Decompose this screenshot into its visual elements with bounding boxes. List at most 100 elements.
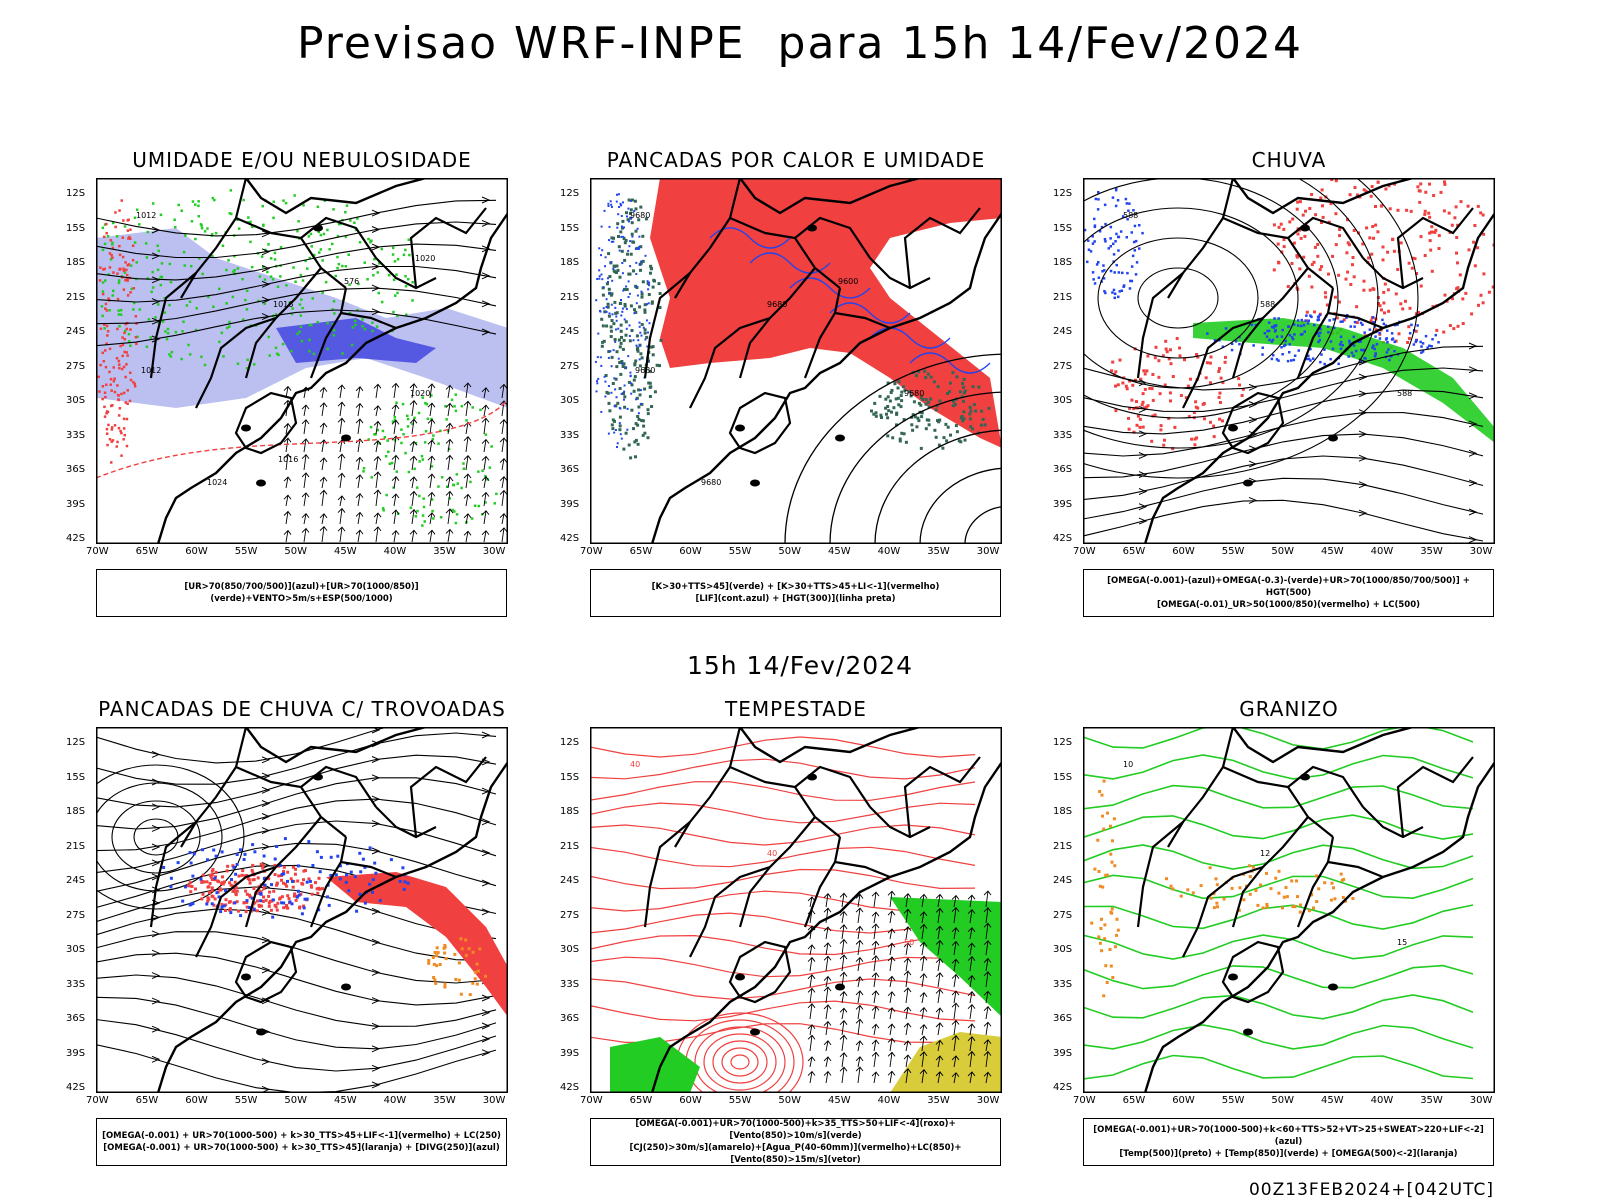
legend-line: [K>30+TTS>45](verde) + [K>30+TTS>45+LI<-… — [651, 582, 940, 592]
lat-tick-label: 30S — [66, 395, 86, 406]
lon-tick-label: 65W — [629, 1095, 653, 1106]
contour-label: 15 — [1397, 938, 1407, 947]
lon-tick-label: 55W — [728, 1095, 752, 1106]
lat-tick-label: 21S — [66, 840, 86, 852]
legend-line: [UR>70(850/700/500)](azul)+[UR>70(1000/8… — [184, 582, 419, 604]
lat-tick-label: 24S — [1053, 326, 1073, 337]
lon-tick-label: 55W — [728, 546, 752, 557]
panel-title: PANCADAS DE CHUVA C/ TROVOADAS — [98, 697, 506, 721]
lat-tick-label: 15S — [66, 771, 86, 783]
legend-line: [OMEGA(-0.001) + UR>70(1000-500) + k>30_… — [103, 1143, 500, 1153]
lon-tick-label: 60W — [1172, 546, 1195, 557]
bottom-row-subtitle: 15h 14/Fev/2024 — [686, 651, 914, 680]
lon-tick-label: 70W — [86, 546, 109, 557]
contour-label: 9680 — [904, 389, 924, 398]
lat-tick-label: 30S — [66, 944, 86, 955]
lat-tick-label: 33S — [66, 429, 86, 441]
contour-label: 1012 — [141, 366, 161, 375]
map-panel-trovoadas — [96, 727, 508, 1093]
lat-tick-label: 39S — [66, 498, 86, 510]
lon-tick-label: 40W — [877, 1095, 901, 1106]
main-title: Previsao WRF-INPE para 15h 14/Fev/2024 — [297, 18, 1303, 69]
lat-tick-label: 33S — [1053, 978, 1073, 990]
contour-label: 50 — [904, 938, 914, 947]
panel-legend: [OMEGA(-0.001)+UR>70(1000-500)+k>35_TTS>… — [590, 1118, 1001, 1166]
lat-tick-label: 27S — [66, 909, 86, 921]
legend-line: [LIF](cont.azul) + [HGT(300)](linha pret… — [695, 594, 896, 604]
lat-tick-label: 39S — [560, 498, 580, 510]
lat-tick-label: 42S — [66, 533, 86, 544]
lat-tick-label: 42S — [560, 1082, 580, 1093]
lat-tick-label: 15S — [66, 222, 86, 234]
legend-line: [CJ(250)>30m/s](amarelo)+[Agua_P(40-60mm… — [629, 1143, 962, 1165]
lon-tick-label: 45W — [1321, 1095, 1344, 1106]
lat-tick-label: 27S — [1053, 360, 1073, 372]
lat-tick-label: 15S — [560, 771, 580, 783]
lat-tick-label: 42S — [1053, 1082, 1073, 1093]
lat-tick-label: 24S — [1053, 875, 1073, 886]
legend-line: [OMEGA(-0.01)_UR>50(1000/850)(vermelho) … — [1156, 600, 1421, 610]
lon-tick-label: 45W — [828, 546, 851, 557]
lon-tick-label: 50W — [284, 1095, 308, 1106]
lon-tick-label: 65W — [135, 546, 159, 557]
lat-tick-label: 18S — [1053, 806, 1073, 817]
lat-tick-label: 30S — [560, 395, 580, 406]
contour-label: 9600 — [838, 277, 858, 286]
panel-legend: [OMEGA(-0.001)-(azul)+OMEGA(-0.3)-(verde… — [1083, 569, 1494, 617]
lat-tick-label: 33S — [560, 429, 580, 441]
lat-tick-label: 18S — [560, 806, 580, 817]
contour-label: 9680 — [701, 478, 721, 487]
lon-tick-label: 30W — [1469, 546, 1493, 557]
lon-tick-label: 30W — [482, 546, 506, 557]
lon-tick-label: 55W — [1221, 1095, 1245, 1106]
lat-tick-label: 36S — [560, 1013, 580, 1024]
map-panel-umidade: 1012 1016 1020 1024 576 1012 1016 1020 — [96, 178, 508, 544]
lon-tick-label: 40W — [1370, 546, 1394, 557]
contour-label: 1012 — [136, 211, 156, 220]
lat-tick-label: 36S — [66, 1013, 86, 1024]
lat-tick-label: 24S — [66, 875, 86, 886]
lon-tick-label: 35W — [1420, 546, 1443, 557]
lat-tick-label: 36S — [560, 464, 580, 475]
lat-tick-label: 24S — [66, 326, 86, 337]
map-panel-tempestade: 40 40 50 — [590, 727, 1002, 1093]
legend-line: [OMEGA(-0.001)+UR>70(1000-500)+k>35_TTS>… — [635, 1119, 956, 1141]
lon-tick-label: 55W — [234, 1095, 258, 1106]
lat-tick-label: 18S — [1053, 257, 1073, 268]
lon-tick-label: 55W — [1221, 546, 1245, 557]
panel-title: PANCADAS POR CALOR E UMIDADE — [606, 148, 986, 172]
lat-tick-label: 33S — [66, 978, 86, 990]
lon-tick-label: 50W — [778, 1095, 802, 1106]
contour-label: 9680 — [635, 366, 655, 375]
contour-label: 1016 — [278, 455, 298, 464]
lat-tick-label: 12S — [1053, 737, 1073, 748]
lon-tick-label: 60W — [185, 546, 208, 557]
contour-label: 1016 — [273, 300, 293, 309]
lon-tick-label: 45W — [1321, 546, 1344, 557]
lon-tick-label: 65W — [1122, 1095, 1146, 1106]
panel-title: GRANIZO — [1239, 697, 1339, 721]
lat-tick-label: 12S — [66, 188, 86, 199]
legend-line: [OMEGA(-0.001) + UR>70(1000-500) + k>30_… — [102, 1131, 501, 1141]
legend-line: [Temp(500)](preto) + [Temp(850)](verde) … — [1119, 1149, 1458, 1159]
lat-tick-label: 21S — [1053, 291, 1073, 303]
lat-tick-label: 15S — [1053, 222, 1073, 234]
lon-tick-label: 30W — [976, 1095, 1000, 1106]
lon-tick-label: 65W — [1122, 546, 1146, 557]
lon-tick-label: 50W — [1271, 546, 1295, 557]
lon-tick-label: 35W — [927, 1095, 950, 1106]
map-panel-calor: 9680 9680 9680 9680 9600 9680 — [590, 178, 1002, 544]
lon-tick-label: 50W — [1271, 1095, 1295, 1106]
contour-label: 40 — [630, 760, 640, 769]
lon-tick-label: 60W — [679, 546, 702, 557]
legend-line: [OMEGA(-0.001)+UR>70(1000-500)+k<60+TTS>… — [1093, 1125, 1484, 1147]
lon-tick-label: 45W — [334, 546, 357, 557]
contour-label: 1024 — [207, 478, 227, 487]
panel-title: TEMPESTADE — [725, 697, 867, 721]
lat-tick-label: 39S — [1053, 498, 1073, 510]
lat-tick-label: 27S — [560, 909, 580, 921]
lat-tick-label: 42S — [66, 1082, 86, 1093]
lat-tick-label: 12S — [560, 188, 580, 199]
lon-tick-label: 40W — [877, 546, 901, 557]
lat-tick-label: 36S — [1053, 1013, 1073, 1024]
